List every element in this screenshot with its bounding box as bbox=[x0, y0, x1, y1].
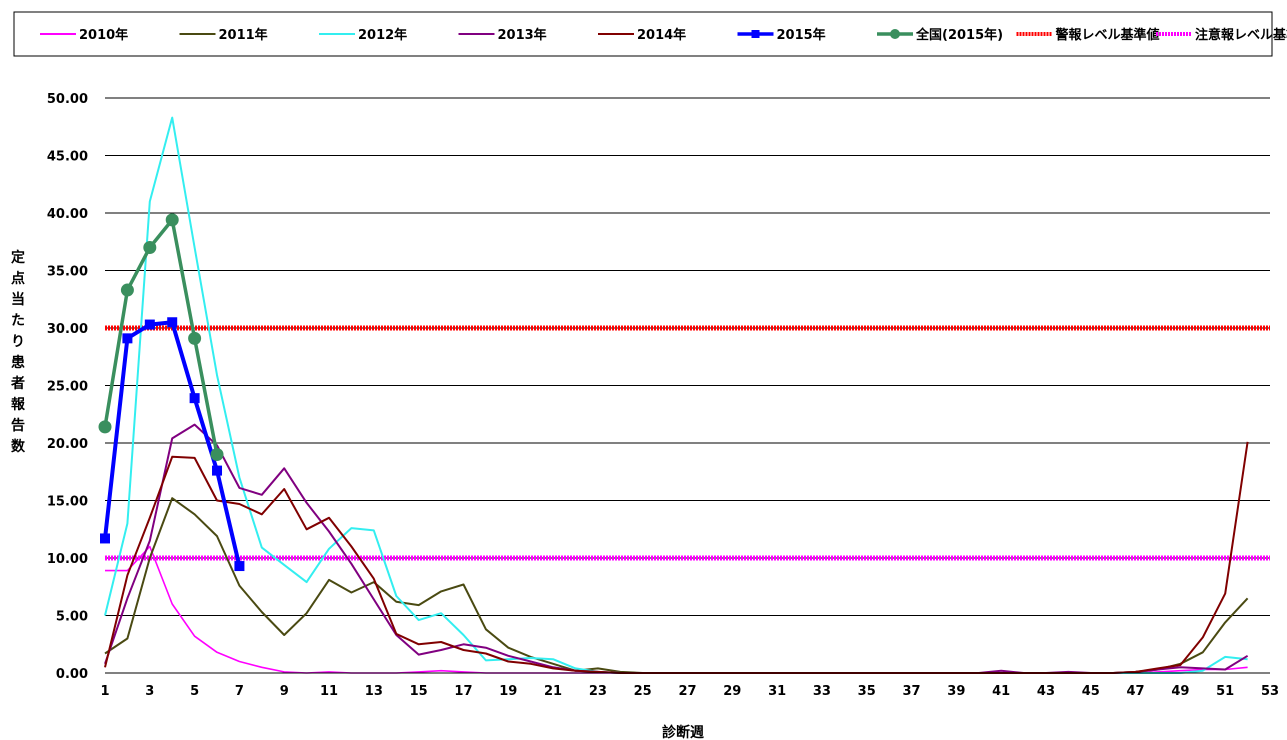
y-axis-title: 定点当たり患者報告数 bbox=[11, 249, 26, 455]
x-tick-label: 35 bbox=[858, 684, 876, 699]
x-tick-label: 7 bbox=[235, 684, 244, 699]
series bbox=[100, 317, 245, 572]
data-point bbox=[210, 448, 224, 461]
x-tick-label: 21 bbox=[544, 684, 562, 699]
legend-label: 注意報レベル基準値 bbox=[1195, 27, 1287, 43]
x-tick-label: 19 bbox=[499, 684, 517, 699]
y-tick-label: 0.00 bbox=[56, 667, 88, 682]
data-point bbox=[165, 213, 179, 227]
y-axis-title-char: 点 bbox=[11, 270, 25, 287]
reference-lines bbox=[105, 325, 1270, 561]
y-tick-label: 5.00 bbox=[56, 610, 88, 625]
y-axis-title-char: 者 bbox=[11, 376, 25, 392]
y-axis-title-char: り bbox=[11, 334, 25, 350]
legend-label: 2013年 bbox=[498, 27, 547, 43]
data-point bbox=[98, 420, 112, 434]
legend-marker bbox=[751, 30, 760, 38]
legend-label: 2011年 bbox=[219, 27, 268, 43]
x-tick-label: 23 bbox=[589, 684, 607, 699]
y-tick-label: 10.00 bbox=[47, 552, 88, 567]
y-tick-label: 20.00 bbox=[47, 437, 88, 452]
x-tick-label: 17 bbox=[454, 684, 472, 699]
legend-box bbox=[13, 11, 1273, 57]
x-tick-label: 37 bbox=[902, 684, 920, 699]
y-axis-title-char: 告 bbox=[11, 417, 25, 434]
data-point bbox=[143, 241, 157, 254]
x-axis-title: 診断週 bbox=[662, 724, 704, 740]
x-tick-label: 39 bbox=[947, 684, 965, 699]
data-point bbox=[167, 317, 178, 328]
x-tick-label: 45 bbox=[1082, 684, 1100, 699]
y-tick-labels: 0.00 5.00 10.00 15.00 20.00 25.00 30.00 35.00 40… bbox=[47, 92, 88, 682]
x-tick-label: 5 bbox=[190, 684, 199, 699]
x-tick-label: 3 bbox=[145, 684, 154, 699]
series bbox=[98, 213, 224, 461]
y-axis-title-char: 定 bbox=[11, 249, 25, 266]
y-tick-label: 45.00 bbox=[47, 150, 88, 165]
x-tick-label: 53 bbox=[1261, 684, 1279, 699]
legend: 2010年 2011年 2012年 2013年 2014年 2015年 全国(2015年) 警… bbox=[40, 27, 1287, 43]
data-point bbox=[100, 533, 110, 544]
legend-label: 警報レベル基準値 bbox=[1056, 27, 1160, 43]
x-tick-label: 31 bbox=[768, 684, 786, 699]
y-tick-label: 25.00 bbox=[47, 380, 88, 395]
y-axis-title-char: 数 bbox=[11, 438, 26, 455]
y-tick-label: 40.00 bbox=[47, 207, 88, 222]
x-tick-label: 51 bbox=[1216, 684, 1234, 699]
legend-label: 2010年 bbox=[79, 27, 128, 43]
x-tick-label: 43 bbox=[1037, 684, 1055, 699]
x-tick-label: 29 bbox=[723, 684, 741, 699]
x-tick-labels: 1 3 5 7 9 11 13 15 17 19 21 23 25 27 29 31 33 35 37 39 41 43 4… bbox=[100, 684, 1279, 699]
y-axis-title-char: 報 bbox=[11, 396, 26, 413]
y-tick-label: 15.00 bbox=[47, 495, 88, 510]
gridlines bbox=[105, 97, 1270, 616]
x-tick-label: 1 bbox=[100, 684, 109, 699]
x-tick-label: 15 bbox=[410, 684, 428, 699]
x-tick-label: 27 bbox=[678, 684, 696, 699]
x-tick-label: 41 bbox=[992, 684, 1010, 699]
data-point bbox=[120, 283, 134, 297]
x-tick-label: 11 bbox=[320, 684, 338, 699]
x-tick-label: 33 bbox=[813, 684, 831, 699]
x-tick-label: 25 bbox=[634, 684, 652, 699]
data-point bbox=[212, 465, 223, 476]
x-tick-label: 9 bbox=[280, 684, 289, 699]
data-point bbox=[122, 333, 133, 344]
y-tick-label: 30.00 bbox=[47, 322, 88, 337]
legend-label: 2015年 bbox=[777, 27, 826, 43]
legend-label: 2014年 bbox=[637, 27, 686, 43]
y-axis-title-char: た bbox=[11, 313, 25, 329]
data-point bbox=[188, 331, 202, 345]
legend-marker bbox=[890, 29, 900, 39]
data-point bbox=[144, 319, 155, 330]
y-axis-title-char: 当 bbox=[11, 291, 25, 308]
legend-label: 全国(2015年) bbox=[915, 27, 1003, 43]
data-point bbox=[189, 393, 200, 404]
data-point bbox=[234, 561, 245, 572]
legend-label: 2012年 bbox=[358, 27, 407, 43]
y-axis-title-char: 患 bbox=[11, 354, 25, 371]
y-tick-label: 35.00 bbox=[47, 265, 88, 280]
series-line bbox=[103, 218, 219, 455]
x-tick-label: 13 bbox=[365, 684, 383, 699]
y-tick-label: 50.00 bbox=[47, 92, 88, 107]
x-tick-label: 47 bbox=[1127, 684, 1145, 699]
x-tick-label: 49 bbox=[1171, 684, 1189, 699]
